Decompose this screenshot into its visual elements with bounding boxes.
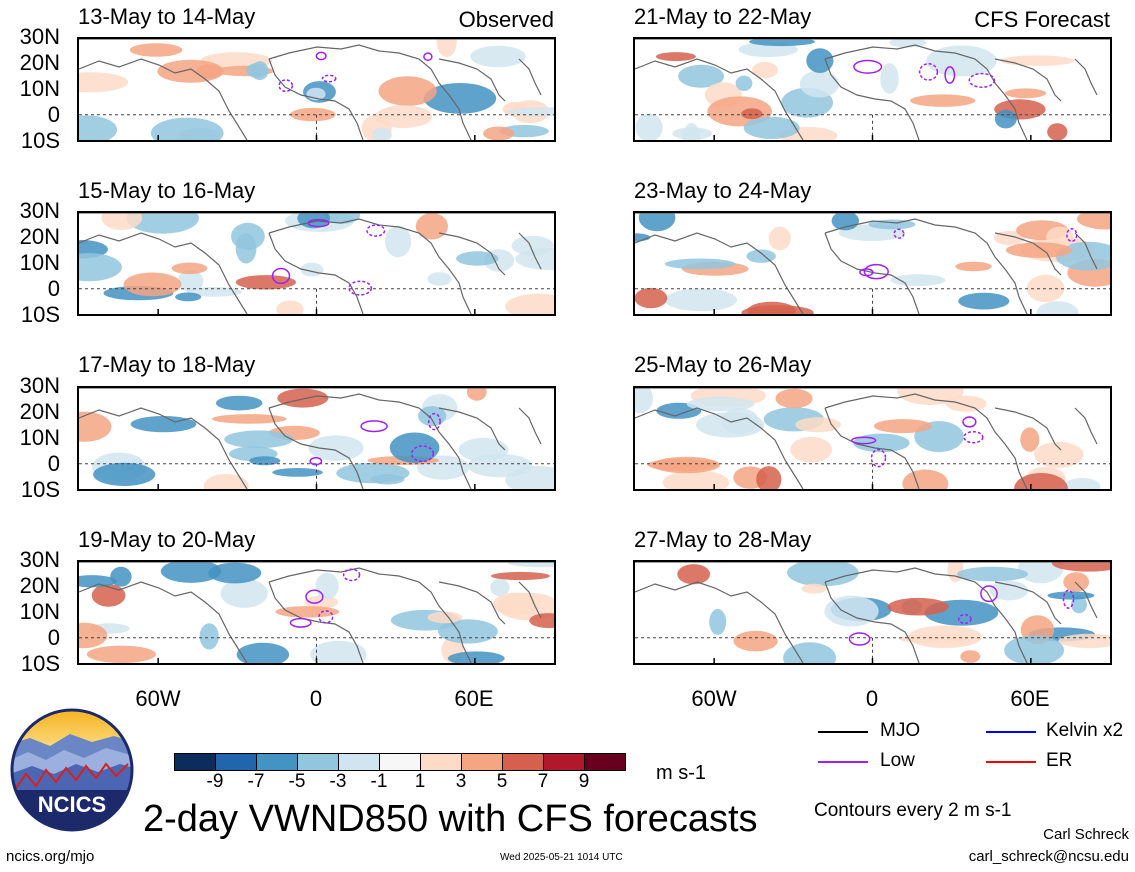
lon-label-left-60e: 60E — [454, 686, 494, 711]
lon-label-right-60w: 60W — [691, 686, 737, 711]
contours-note: Contours every 2 m s-1 — [814, 800, 1012, 821]
panel-title-left-1: 13-May to 14-May — [78, 4, 256, 29]
legend-kelvin-line — [986, 731, 1036, 733]
map-panel-27-may — [633, 560, 1112, 665]
map-panel-13-may — [77, 37, 556, 142]
lat-label: 0 — [47, 451, 60, 476]
colorbar-swatch — [502, 753, 544, 771]
map-panel-15-may — [77, 211, 556, 316]
map-panel-17-may — [77, 386, 556, 491]
lat-label: 10S — [20, 128, 60, 153]
lat-label: 30N — [19, 24, 60, 49]
colorbar-swatch — [174, 753, 216, 771]
lon-label-left-0: 0 — [309, 686, 323, 711]
map-panel-25-may — [633, 386, 1112, 491]
colorbar-swatch — [461, 753, 503, 771]
legend-er-label: ER — [1046, 750, 1073, 771]
legend-er-line — [986, 761, 1036, 763]
colorbar-tick-label: -1 — [370, 771, 388, 792]
lat-label: 0 — [47, 625, 60, 650]
colorbar-swatch — [543, 753, 585, 771]
lat-label: 30N — [19, 373, 60, 398]
ncics-logo-text: NCICS — [37, 792, 107, 817]
legend-low-line — [818, 761, 868, 763]
colorbar-swatch — [584, 753, 626, 771]
panel-title-left-2: 15-May to 16-May — [78, 178, 256, 203]
colorbar-units: m s-1 — [656, 762, 706, 784]
site-link[interactable]: ncics.org/mjo — [6, 848, 95, 865]
map-panel-19-may — [77, 560, 556, 665]
panel-tag-observed: Observed — [458, 7, 554, 32]
colorbar-tick-label: 7 — [537, 771, 549, 792]
colorbar-swatch — [338, 753, 380, 771]
panel-title-left-3: 17-May to 18-May — [78, 352, 256, 377]
map-panel-23-may — [633, 211, 1112, 316]
lat-label: 10S — [20, 302, 60, 327]
colorbar-tick-label: -7 — [247, 771, 265, 792]
lat-label: 10N — [19, 425, 60, 450]
panel-title-right-1: 21-May to 22-May — [634, 4, 812, 29]
lat-label: 0 — [47, 102, 60, 127]
main-title: 2-day VWND850 with CFS forecasts — [143, 798, 758, 840]
lat-label: 10N — [19, 599, 60, 624]
colorbar-swatch — [379, 753, 421, 771]
panel-title-right-2: 23-May to 24-May — [634, 178, 812, 203]
colorbar-swatch — [297, 753, 339, 771]
colorbar-tick-label: 3 — [455, 771, 467, 792]
ncics-logo: NCICS — [10, 708, 134, 832]
colorbar-tick-label: -5 — [288, 771, 306, 792]
legend-mjo-label: MJO — [880, 720, 921, 741]
lon-label-right-60e: 60E — [1010, 686, 1050, 711]
colorbar-swatch — [215, 753, 257, 771]
legend-mjo-line — [818, 731, 868, 733]
lon-label-left-60w: 60W — [135, 686, 181, 711]
author-email[interactable]: carl_schreck@ncsu.edu — [968, 848, 1129, 865]
lat-label: 10S — [20, 651, 60, 676]
panel-title-left-4: 19-May to 20-May — [78, 527, 256, 552]
lat-label: 20N — [19, 399, 60, 424]
lat-label: 20N — [19, 573, 60, 598]
timestamp: Wed 2025-05-21 1014 UTC — [500, 852, 623, 863]
colorbar-tick-label: 5 — [496, 771, 508, 792]
colorbar-tick-label: 1 — [414, 771, 426, 792]
author-name: Carl Schreck — [1043, 826, 1129, 843]
colorbar-swatch — [420, 753, 462, 771]
colorbar-tick-label: 9 — [578, 771, 590, 792]
colorbar-tick-label: -3 — [329, 771, 347, 792]
legend-kelvin-label: Kelvin x2 — [1046, 720, 1124, 741]
panel-title-right-3: 25-May to 26-May — [634, 352, 812, 377]
legend-low-label: Low — [880, 750, 915, 771]
lat-label: 30N — [19, 198, 60, 223]
lat-label: 30N — [19, 547, 60, 572]
lat-label: 10S — [20, 477, 60, 502]
lat-label: 20N — [19, 224, 60, 249]
lat-label: 0 — [47, 276, 60, 301]
panel-title-right-4: 27-May to 28-May — [634, 527, 812, 552]
colorbar-swatch — [256, 753, 298, 771]
lon-label-right-0: 0 — [865, 686, 879, 711]
lat-label: 10N — [19, 76, 60, 101]
lat-label: 10N — [19, 250, 60, 275]
map-panel-21-may — [633, 37, 1112, 142]
panel-tag-cfs-forecast: CFS Forecast — [974, 7, 1110, 32]
lat-label: 20N — [19, 50, 60, 75]
colorbar-tick-label: -9 — [206, 771, 224, 792]
